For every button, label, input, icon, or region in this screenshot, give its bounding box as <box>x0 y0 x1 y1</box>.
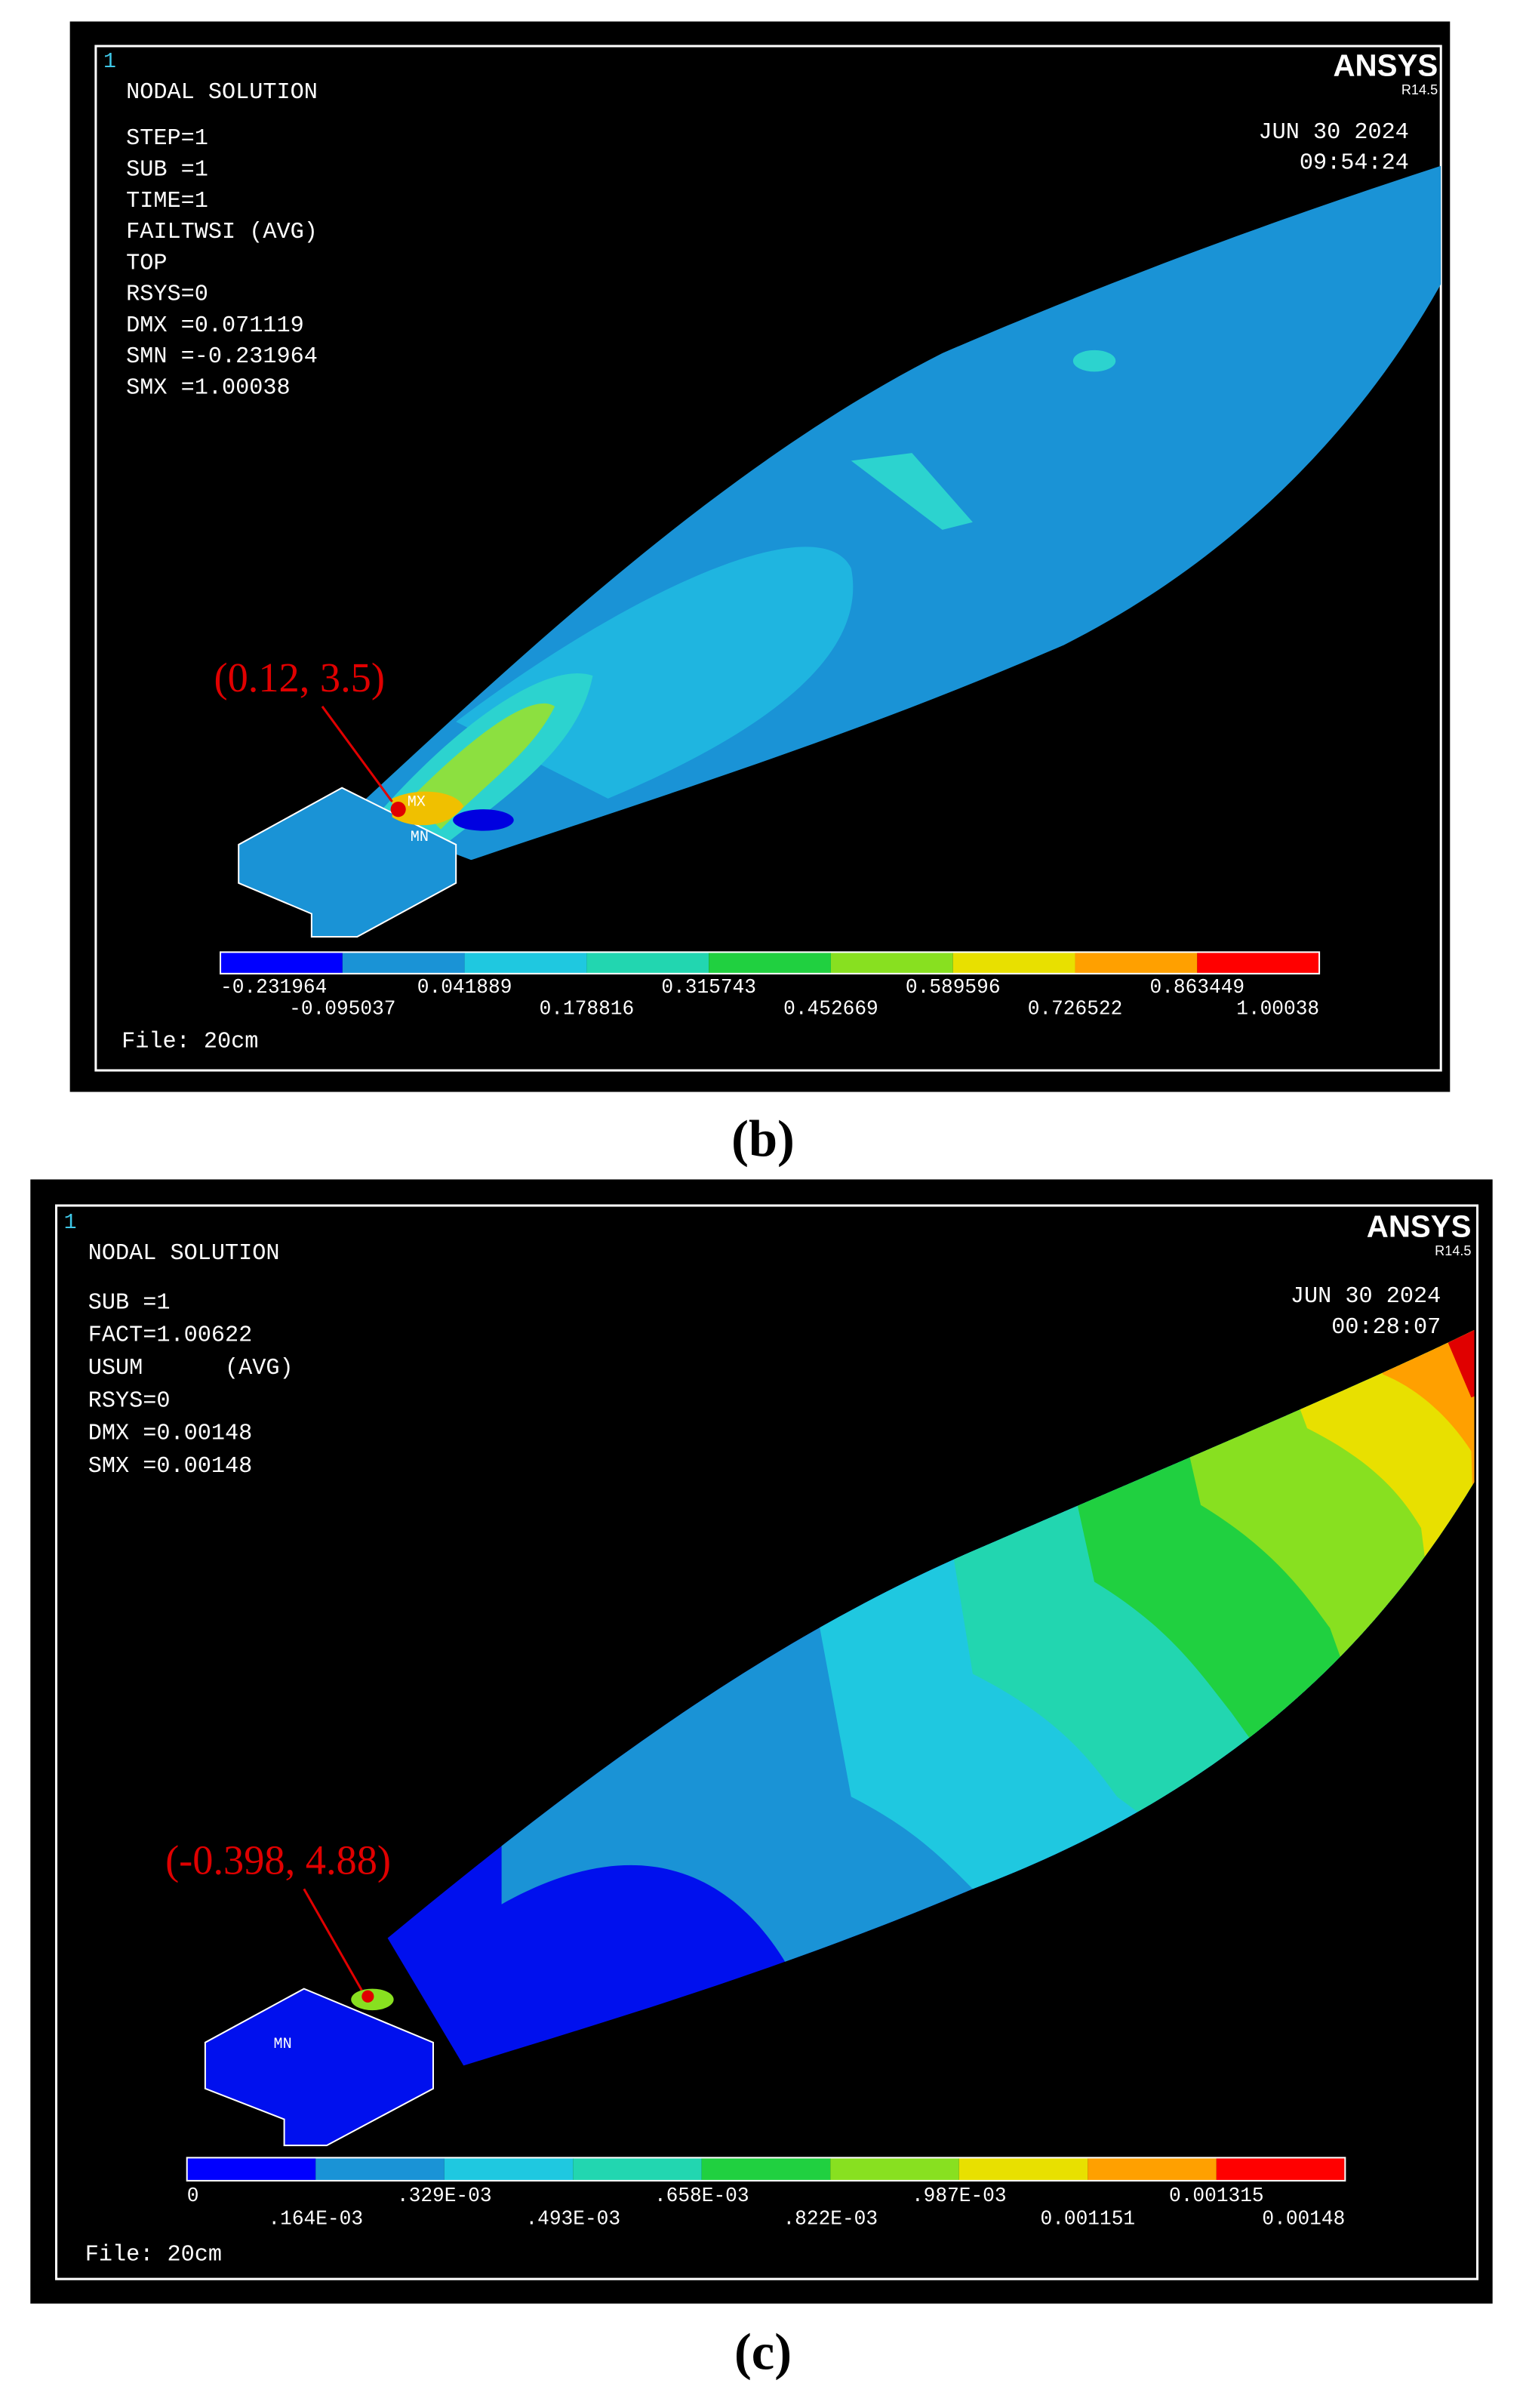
date: JUN 30 2024 <box>1259 120 1409 146</box>
legend-swatch <box>220 952 343 974</box>
arrow <box>303 1888 363 1991</box>
marker-label: MN <box>274 2036 292 2053</box>
legend-label: 0.863449 <box>1150 976 1245 999</box>
file-label: File: 20cm <box>85 2242 222 2268</box>
info-line: SUB =1 <box>88 1290 171 1316</box>
info-line: STEP=1 <box>126 126 208 152</box>
version: R14.5 <box>1435 1243 1471 1258</box>
time: 00:28:07 <box>1331 1315 1441 1341</box>
legend-frame <box>186 2157 1346 2182</box>
marker-point <box>362 1990 374 2003</box>
arrow <box>321 705 393 802</box>
file-label: File: 20cm <box>122 1029 258 1055</box>
max-point <box>390 801 406 818</box>
info-line: FAILTWSI (AVG) <box>126 220 318 245</box>
caption: (c) <box>734 2323 792 2380</box>
legend-label: 0.589596 <box>906 976 1001 999</box>
info-line: FACT=1.00622 <box>88 1323 253 1348</box>
legend-swatch <box>958 2157 1088 2181</box>
legend-label: .658E-03 <box>654 2185 749 2207</box>
legend-swatch <box>586 952 709 974</box>
annotation: (-0.398, 4.88) <box>165 1837 391 1883</box>
info-line: SMX =0.00148 <box>88 1454 253 1480</box>
legend-swatch <box>1216 2157 1346 2181</box>
version: R14.5 <box>1401 82 1438 97</box>
info-line: TOP <box>126 251 167 276</box>
legend-swatch <box>1088 2157 1217 2181</box>
panel-border <box>55 1204 1479 2280</box>
brand: ANSYS <box>1333 48 1438 82</box>
min-region <box>453 809 514 831</box>
legend-label: 0.178816 <box>540 998 635 1021</box>
legend-swatch <box>573 2157 702 2181</box>
legend-label: .493E-03 <box>525 2208 620 2231</box>
info-line: TIME=1 <box>126 189 208 214</box>
plot-title: NODAL SOLUTION <box>126 80 318 106</box>
legend-swatch <box>464 952 587 974</box>
legend-label: 0.00148 <box>1262 2208 1345 2231</box>
legend-label: 0.001315 <box>1169 2185 1264 2207</box>
legend-label: 0.315743 <box>661 976 756 999</box>
blade-root <box>204 1988 434 2147</box>
date: JUN 30 2024 <box>1291 1284 1441 1310</box>
legend-label: .822E-03 <box>783 2208 878 2231</box>
brand: ANSYS <box>1367 1209 1472 1243</box>
info-line: DMX =0.071119 <box>126 313 304 339</box>
legend-label: 0 <box>187 2185 199 2207</box>
legend-label: 0.041889 <box>417 976 512 999</box>
legend-label: -0.095037 <box>289 998 395 1021</box>
hotspot <box>392 791 464 826</box>
info-line: SUB =1 <box>126 157 208 183</box>
legend-swatch <box>709 952 831 974</box>
legend-swatch <box>830 2157 959 2181</box>
legend-label: 0.001151 <box>1041 2208 1136 2231</box>
legend-label: 0.452669 <box>783 998 878 1021</box>
info-line: RSYS=0 <box>126 282 208 308</box>
caption: (b) <box>731 1110 795 1167</box>
legend-label: -0.231964 <box>220 976 327 999</box>
legend-swatch <box>1075 952 1198 974</box>
info-line: SMX =1.00038 <box>126 375 291 401</box>
info-line: RSYS=0 <box>88 1388 171 1414</box>
blade-root <box>238 787 457 938</box>
corner-number: 1 <box>103 49 116 74</box>
info-line: DMX =0.00148 <box>88 1421 253 1446</box>
legend-swatch <box>315 2157 445 2181</box>
legend-label: .987E-03 <box>912 2185 1007 2207</box>
marker-label: MN <box>411 829 429 846</box>
legend-swatch <box>1197 952 1320 974</box>
legend-swatch <box>342 952 465 974</box>
legend-label: 0.726522 <box>1028 998 1123 1021</box>
legend-label: 1.00038 <box>1236 998 1319 1021</box>
annotation: (0.12, 3.5) <box>214 654 385 701</box>
marker-label: MX <box>408 793 426 811</box>
legend-swatch <box>186 2157 316 2181</box>
legend-swatch <box>952 952 1075 974</box>
legend-label: .164E-03 <box>268 2208 363 2231</box>
legend-swatch <box>444 2157 574 2181</box>
legend-label: .329E-03 <box>397 2185 492 2207</box>
legend-frame <box>220 951 1321 975</box>
info-line: SMN =-0.231964 <box>126 344 318 370</box>
panel-border <box>94 45 1442 1072</box>
plot-title: NODAL SOLUTION <box>88 1241 280 1267</box>
corner-number: 1 <box>64 1210 77 1235</box>
info-line: USUM (AVG) <box>88 1356 294 1381</box>
time: 09:54:24 <box>1300 151 1409 177</box>
legend-swatch <box>701 2157 831 2181</box>
legend-swatch <box>830 952 953 974</box>
